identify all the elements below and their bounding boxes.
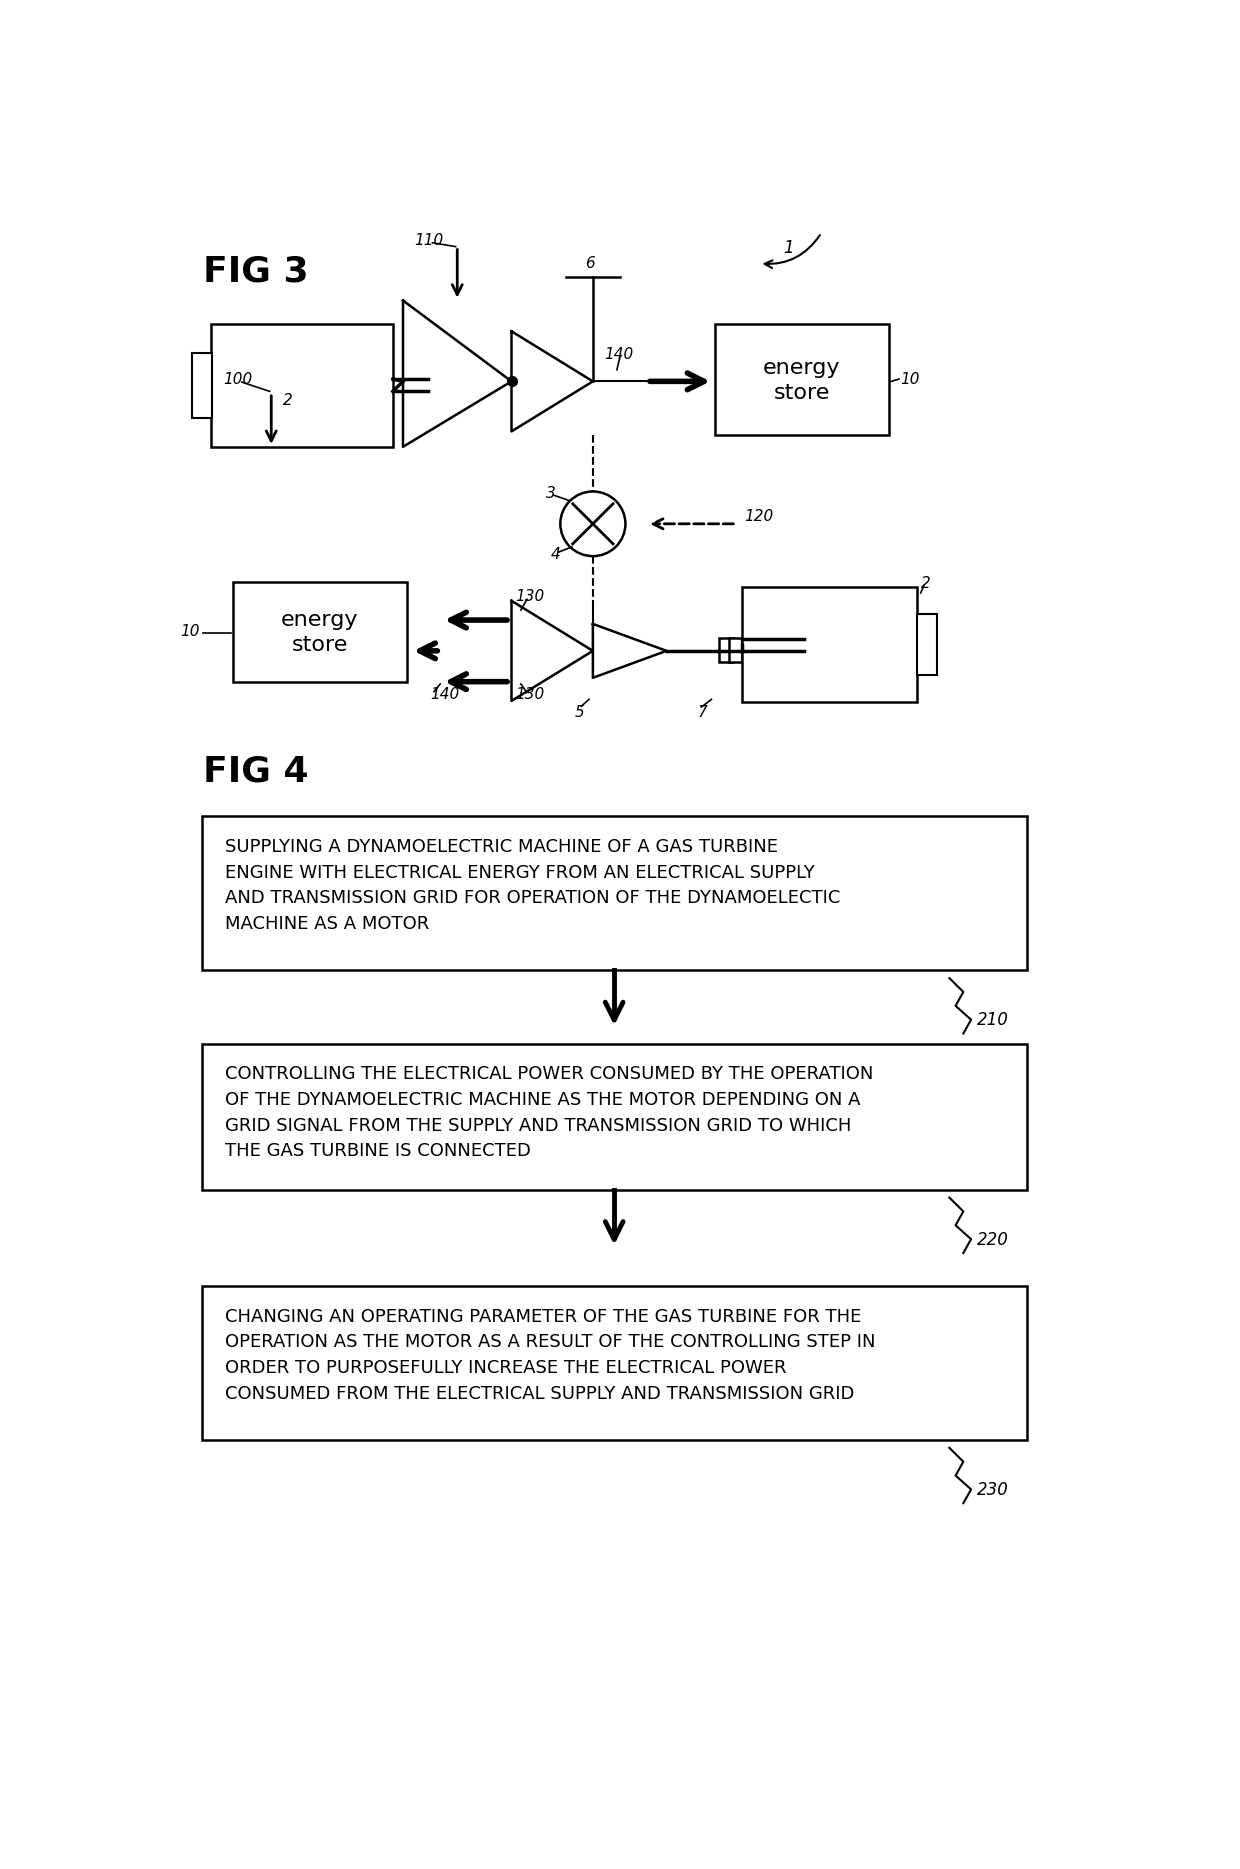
Text: 10: 10	[900, 372, 920, 387]
Text: store: store	[774, 383, 830, 404]
Circle shape	[560, 492, 625, 557]
Polygon shape	[593, 624, 667, 678]
Text: FIG 3: FIG 3	[203, 254, 309, 288]
Bar	[714, 323, 889, 435]
Text: 6: 6	[585, 256, 595, 271]
Text: energy: energy	[281, 609, 358, 630]
Bar	[233, 581, 407, 682]
Text: 4: 4	[551, 548, 560, 563]
Bar	[192, 353, 212, 417]
Text: 120: 120	[744, 508, 774, 523]
Text: 5: 5	[575, 705, 585, 720]
Bar	[729, 637, 743, 662]
Text: 110: 110	[414, 234, 444, 249]
Bar	[211, 323, 393, 447]
Text: energy: energy	[763, 357, 841, 378]
Text: 7: 7	[697, 705, 707, 720]
Polygon shape	[511, 331, 593, 432]
Text: FIG 4: FIG 4	[203, 755, 309, 789]
Text: 230: 230	[977, 1480, 1008, 1499]
Text: 220: 220	[977, 1232, 1008, 1248]
Text: 1: 1	[782, 239, 794, 258]
Text: 140: 140	[430, 688, 459, 703]
Text: 140: 140	[605, 348, 634, 363]
Text: 3: 3	[547, 486, 556, 501]
Bar	[719, 637, 733, 662]
Polygon shape	[403, 301, 511, 447]
Text: 130: 130	[516, 688, 544, 703]
Text: 130: 130	[516, 589, 544, 604]
Text: SUPPLYING A DYNAMOELECTRIC MACHINE OF A GAS TURBINE
ENGINE WITH ELECTRICAL ENERG: SUPPLYING A DYNAMOELECTRIC MACHINE OF A …	[224, 837, 841, 933]
Text: 2: 2	[920, 576, 930, 591]
Text: CONTROLLING THE ELECTRICAL POWER CONSUMED BY THE OPERATION
OF THE DYNAMOELECTRIC: CONTROLLING THE ELECTRICAL POWER CONSUME…	[224, 1065, 873, 1161]
Text: store: store	[291, 635, 348, 656]
Polygon shape	[511, 600, 593, 701]
Text: CHANGING AN OPERATING PARAMETER OF THE GAS TURBINE FOR THE
OPERATION AS THE MOTO: CHANGING AN OPERATING PARAMETER OF THE G…	[224, 1308, 875, 1404]
Text: 210: 210	[977, 1011, 1008, 1030]
Bar	[743, 587, 916, 703]
Bar	[916, 613, 937, 675]
Text: 100: 100	[223, 372, 253, 387]
Bar	[201, 817, 1027, 970]
Text: 2: 2	[283, 392, 293, 407]
Text: 10: 10	[181, 624, 200, 639]
Bar	[201, 1286, 1027, 1441]
Bar	[201, 1043, 1027, 1191]
